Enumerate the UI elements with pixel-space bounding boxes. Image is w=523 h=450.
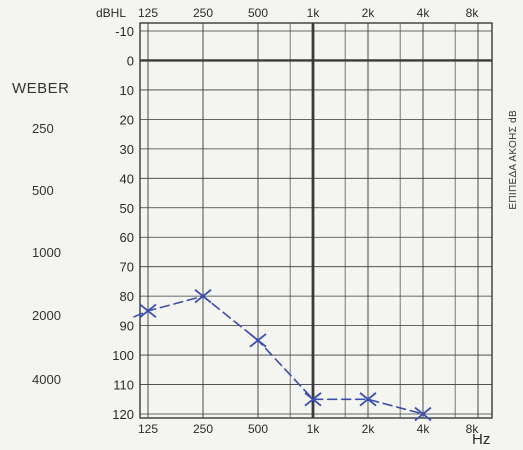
y-tick-label: 120: [112, 407, 134, 422]
y-tick-label: 60: [120, 230, 134, 245]
x-tick-label-bottom: 4k: [417, 422, 431, 436]
x-marker-stroke: [139, 303, 157, 318]
x-tick-label-top: 4k: [417, 6, 431, 20]
y-tick-label: 90: [120, 319, 134, 334]
x-marker-stroke: [414, 406, 432, 422]
x-tick-label-top: 125: [138, 6, 158, 20]
y-tick-label: 110: [113, 378, 134, 393]
x-tick-label-top: 1k: [307, 6, 321, 20]
data-point-2000: [359, 392, 377, 407]
chart-grid: [139, 22, 493, 419]
weber-value-1000: 1000: [32, 245, 61, 260]
y-tick-label: 50: [120, 201, 134, 216]
y-tick-label: 0: [127, 53, 134, 68]
weber-value-500: 500: [32, 183, 54, 198]
data-point-250: [194, 289, 212, 304]
plot-frame: [139, 22, 493, 419]
y-tick-label: 10: [120, 83, 134, 98]
chart-labels: -10 0 10 20 30 40 50 60 70 80 90 100 110 120 dBHL 125 25…: [96, 6, 490, 448]
y-tick-label: 20: [120, 112, 134, 127]
data-point-4000: [414, 406, 432, 422]
x-unit-label: Hz: [472, 431, 490, 448]
y-unit-label: dBHL: [96, 6, 126, 20]
hearing-level-axis-label: ΕΠΙΠΕΔΑ ΑΚΟΗΣ dB: [508, 110, 519, 210]
data-point-500: [249, 333, 267, 348]
x-tick-label-bottom: 8k: [466, 422, 480, 436]
x-tick-label-top: 8k: [466, 6, 480, 20]
weber-value-250: 250: [32, 121, 54, 136]
x-tick-label-top: 500: [248, 6, 268, 20]
chart-series: [133, 289, 432, 422]
x-tick-label-bottom: 1k: [307, 422, 321, 436]
y-tick-label: 100: [112, 348, 134, 363]
x-marker-stroke: [304, 392, 322, 407]
y-tick-label: 30: [120, 142, 134, 157]
y-tick-label: 70: [120, 260, 134, 275]
y-tick-label: 80: [120, 289, 134, 304]
x-tick-label-bottom: 125: [138, 422, 158, 436]
x-tick-label-bottom: 250: [193, 422, 213, 436]
weber-value-2000: 2000: [32, 308, 61, 323]
y-tick-label: 40: [120, 171, 134, 186]
x-tick-label-top: 2k: [362, 6, 376, 20]
x-tick-label-bottom: 500: [248, 422, 268, 436]
x-marker-stroke: [194, 289, 212, 304]
x-marker-stroke: [359, 392, 377, 407]
weber-title: WEBER: [12, 80, 70, 97]
y-tick-label: -10: [115, 24, 134, 39]
x-marker-stroke: [249, 333, 267, 348]
x-tick-label-top: 250: [193, 6, 213, 20]
data-point-125: [139, 303, 157, 318]
weber-value-4000: 4000: [32, 372, 61, 387]
data-point-1000: [304, 392, 322, 407]
x-tick-label-bottom: 2k: [362, 422, 376, 436]
